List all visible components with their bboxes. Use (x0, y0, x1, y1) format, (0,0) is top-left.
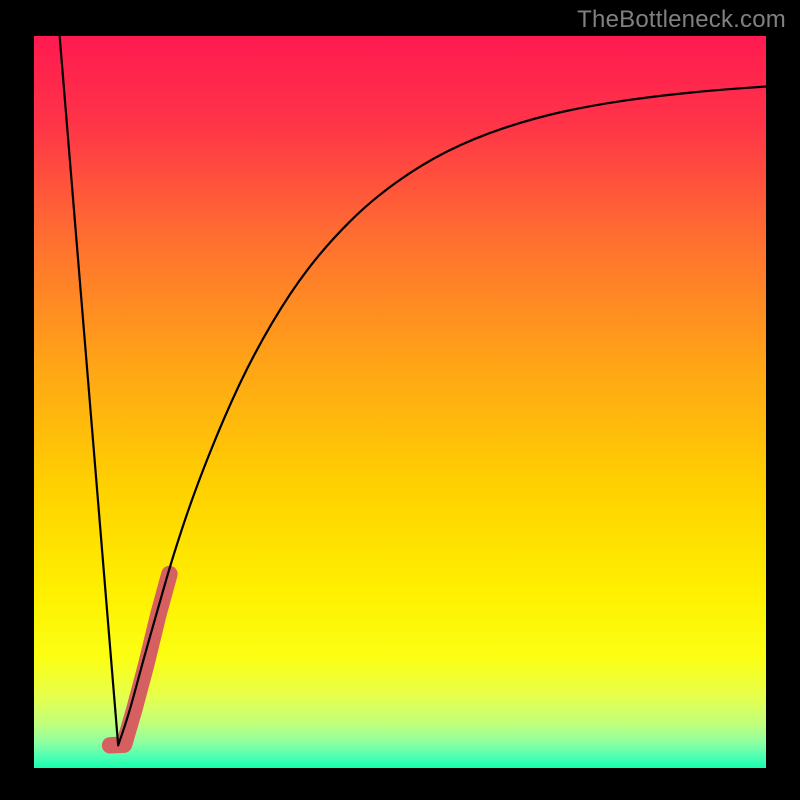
plot-area (34, 36, 766, 768)
bottleneck-heatmap-chart (34, 36, 766, 768)
chart-container: TheBottleneck.com (0, 0, 800, 800)
watermark-text: TheBottleneck.com (577, 6, 786, 34)
